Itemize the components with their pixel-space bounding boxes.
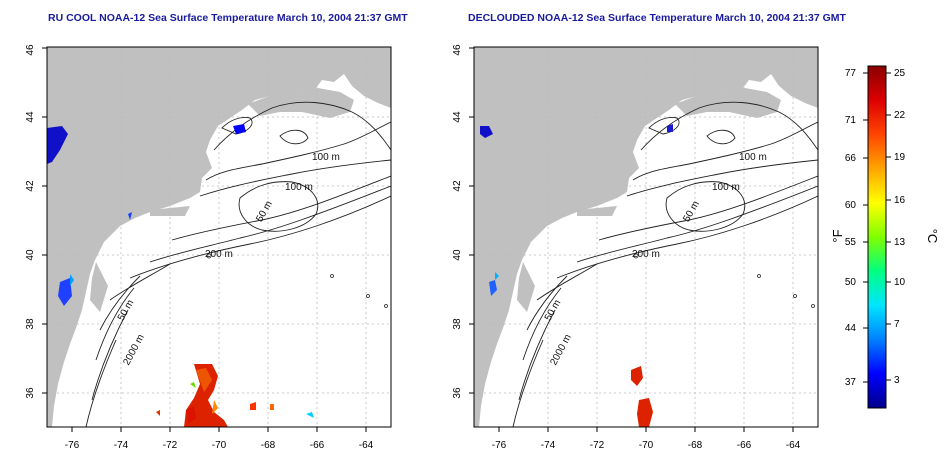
fahrenheit-tick: 37	[845, 377, 857, 388]
contour-label: 100 m	[312, 152, 340, 163]
y-tick-label: 42	[25, 180, 36, 192]
x-tick-label: -74	[541, 440, 556, 451]
x-tick-label: -68	[261, 440, 276, 451]
x-tick-label: -66	[310, 440, 325, 451]
land-mass	[47, 47, 391, 427]
y-tick-label: 46	[452, 44, 463, 56]
fahrenheit-tick: 77	[845, 68, 857, 79]
fahrenheit-tick: 44	[845, 323, 857, 334]
x-tick-label: -64	[359, 440, 374, 451]
fahrenheit-tick: 60	[845, 200, 857, 211]
y-tick-label: 40	[25, 249, 36, 261]
celsius-tick: 25	[894, 68, 906, 79]
right-map: 100 m 100 m 50 m 200 m 50 m 2000 m	[452, 44, 819, 451]
x-tick-label: -64	[786, 440, 801, 451]
celsius-tick: 13	[894, 237, 906, 248]
fahrenheit-tick: 55	[845, 237, 857, 248]
contour-label: 100 m	[712, 182, 740, 193]
bathymetry-contours	[85, 101, 391, 427]
temperature-colorbar: 77 71 66 60 55 50 44 37 25 22 19 16 13 1…	[830, 65, 940, 409]
y-tick-label: 38	[25, 318, 36, 330]
celsius-tick: 22	[894, 110, 906, 121]
fahrenheit-tick: 50	[845, 277, 857, 288]
y-tick-label: 42	[452, 180, 463, 192]
x-tick-label: -72	[590, 440, 605, 451]
y-tick-label: 44	[25, 111, 36, 123]
x-tick-label: -68	[688, 440, 703, 451]
land-mass	[474, 47, 818, 427]
left-map-title: RU COOL NOAA-12 Sea Surface Temperature …	[48, 12, 408, 24]
y-tick-label: 44	[452, 111, 463, 123]
celsius-tick: 3	[894, 375, 900, 386]
y-tick-label: 36	[25, 387, 36, 399]
celsius-tick: 10	[894, 277, 906, 288]
y-tick-label: 38	[452, 318, 463, 330]
contour-label: 100 m	[285, 182, 313, 193]
x-tick-label: -76	[492, 440, 507, 451]
x-tick-label: -70	[212, 440, 227, 451]
contour-label: 200 m	[205, 249, 233, 260]
left-map: 100 m 100 m 50 m 200 m 50 m 2000 m	[25, 44, 392, 451]
celsius-tick: 7	[894, 319, 900, 330]
celsius-tick: 16	[894, 195, 906, 206]
fahrenheit-tick: 71	[845, 115, 857, 126]
x-tick-label: -66	[737, 440, 752, 451]
sst-data	[480, 124, 673, 427]
x-tick-label: -74	[114, 440, 129, 451]
fahrenheit-label: °F	[830, 229, 845, 242]
x-tick-label: -76	[65, 440, 80, 451]
celsius-label: °C	[925, 229, 940, 244]
y-tick-label: 40	[452, 249, 463, 261]
x-tick-label: -72	[163, 440, 178, 451]
contour-label: 100 m	[739, 152, 767, 163]
contour-label: 200 m	[632, 249, 660, 260]
y-tick-label: 46	[25, 44, 36, 56]
sst-data	[47, 124, 314, 427]
right-map-title: DECLOUDED NOAA-12 Sea Surface Temperatur…	[468, 12, 846, 24]
y-tick-label: 36	[452, 387, 463, 399]
fahrenheit-tick: 66	[845, 153, 857, 164]
x-tick-label: -70	[639, 440, 654, 451]
celsius-tick: 19	[894, 152, 906, 163]
colorbar-gradient	[867, 65, 887, 409]
